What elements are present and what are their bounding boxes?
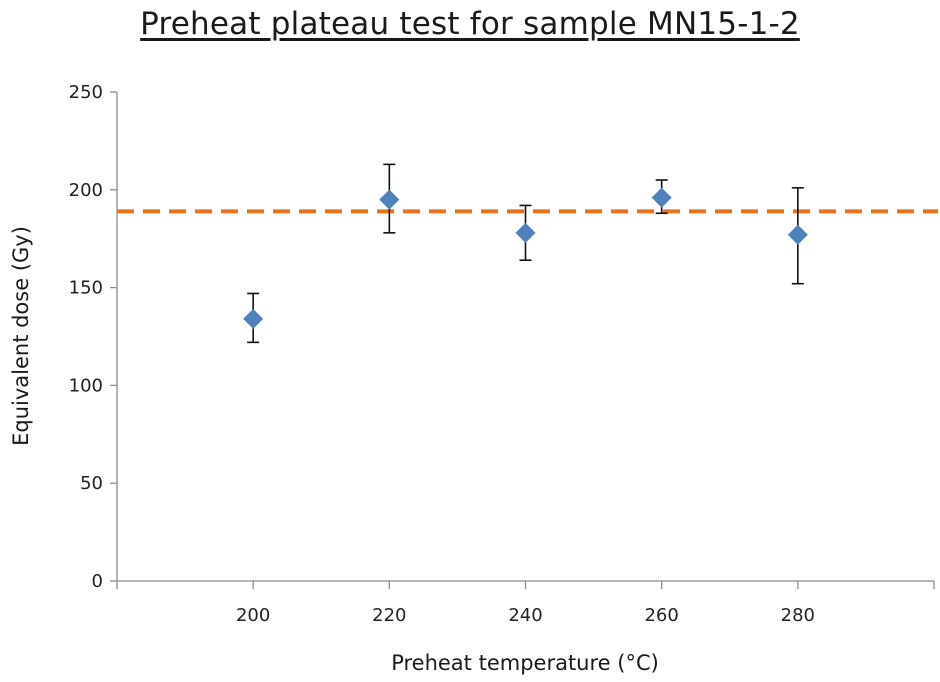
y-axis-label: Equivalent dose (Gy) [9,226,33,446]
chart-title: Preheat plateau test for sample MN15-1-2 [140,6,800,42]
data-points [243,187,808,329]
y-tick-label: 50 [80,473,103,494]
y-tick-label: 250 [69,82,103,103]
error-bars [247,163,804,344]
data-point [379,189,400,210]
axes [110,91,935,589]
y-tick-label: 100 [69,375,103,396]
y-tick-label: 200 [69,180,103,201]
tick-labels: 0 50 100 150 200 250 200 220 240 260 280 [69,82,815,626]
y-tick-label: 150 [69,278,103,299]
data-point [515,222,536,243]
data-point [651,187,672,208]
x-tick-label: 220 [372,605,406,626]
x-axis-label: Preheat temperature (°C) [391,651,659,675]
x-tick-label: 260 [644,605,678,626]
data-point [243,308,264,329]
y-tick-label: 0 [92,571,103,592]
x-tick-label: 240 [508,605,542,626]
x-tick-label: 280 [781,605,815,626]
x-tick-label: 200 [236,605,270,626]
data-point [787,224,808,245]
